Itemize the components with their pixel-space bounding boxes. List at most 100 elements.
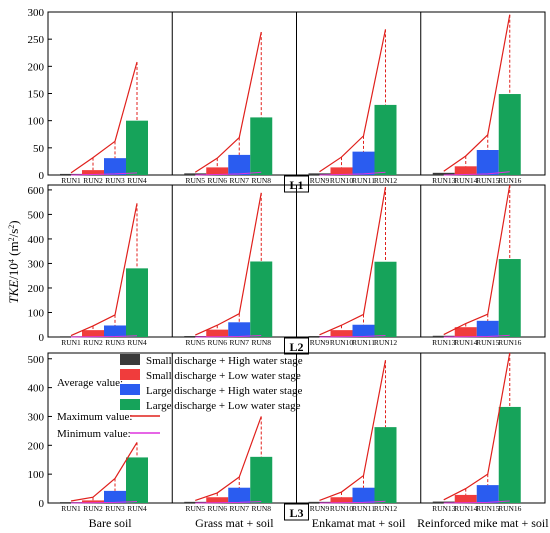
- x-tick-label: RUN8: [251, 504, 271, 513]
- bar-RUN11: [352, 151, 375, 175]
- bar-RUN16: [498, 94, 521, 175]
- bar-RUN9: [308, 173, 331, 175]
- x-tick-label: RUN14: [454, 176, 478, 185]
- x-tick-label: RUN10: [330, 504, 354, 513]
- x-tick-label: RUN12: [374, 338, 398, 347]
- bar-RUN13: [432, 172, 455, 175]
- x-tick-label: RUN15: [476, 176, 500, 185]
- x-tick-label: RUN7: [229, 504, 249, 513]
- min-line: [70, 172, 138, 176]
- bar-RUN16: [498, 406, 521, 503]
- bar-RUN3: [104, 490, 126, 503]
- x-tick-label: RUN9: [310, 504, 330, 513]
- y-tick-label: 0: [39, 332, 45, 344]
- x-tick-label: RUN5: [185, 338, 205, 347]
- x-tick-label: RUN9: [310, 176, 330, 185]
- y-tick-label: 600: [28, 185, 45, 197]
- y-tick-label: 200: [28, 61, 45, 73]
- x-tick-label: RUN5: [185, 504, 205, 513]
- y-axis-label-sup3: 2: [7, 225, 16, 229]
- group-label: Grass mat + soil: [195, 516, 274, 530]
- y-tick-label: 0: [39, 170, 45, 182]
- max-line: [443, 184, 511, 336]
- x-tick-label: RUN6: [207, 338, 227, 347]
- bar-RUN4: [126, 268, 148, 337]
- bar-RUN13: [432, 501, 455, 503]
- max-line: [70, 203, 138, 337]
- x-tick-label: RUN11: [352, 504, 375, 513]
- y-tick-label: 50: [33, 143, 45, 155]
- y-tick-label: 200: [28, 283, 45, 295]
- legend-entry: Small discharge + Low water stage: [146, 370, 301, 382]
- x-tick-label: RUN13: [432, 504, 456, 513]
- bar-RUN12: [374, 104, 397, 175]
- bar-RUN13: [432, 335, 455, 337]
- max-line: [194, 31, 262, 173]
- x-tick-label: RUN1: [61, 338, 81, 347]
- bar-RUN15: [476, 150, 499, 175]
- x-tick-label: RUN4: [127, 504, 147, 513]
- group-label: Enkamat mat + soil: [312, 516, 406, 530]
- bar-RUN6: [206, 497, 229, 503]
- y-tick-label: 100: [28, 469, 45, 481]
- legend-swatch: [120, 369, 140, 380]
- max-line: [319, 29, 387, 173]
- x-tick-label: RUN8: [251, 338, 271, 347]
- bar-RUN10: [330, 167, 353, 175]
- y-tick-label: 500: [28, 209, 45, 221]
- panel-label: L3: [289, 506, 303, 520]
- legend: Average value: Small discharge + High wat…: [57, 354, 303, 440]
- max-line: [195, 192, 262, 336]
- legend-swatch: [120, 399, 140, 410]
- x-tick-label: RUN12: [374, 504, 398, 513]
- panel-label-box: [284, 503, 309, 521]
- max-line: [70, 61, 138, 174]
- x-tick-label: RUN3: [105, 176, 125, 185]
- min-line: [443, 171, 510, 176]
- bar-RUN7: [228, 487, 251, 503]
- bar-RUN2: [82, 330, 104, 337]
- legend-entry: Small discharge + High water stage: [146, 355, 303, 367]
- y-tick-label: 500: [28, 354, 45, 366]
- legend-swatch: [120, 384, 140, 395]
- y-tick-label: 200: [28, 440, 45, 452]
- y-axis-label: TKE/104 (m2/s2): [6, 220, 21, 303]
- x-tick-label: RUN10: [330, 338, 354, 347]
- max-line: [443, 14, 511, 172]
- legend-max-label: Maximum value:: [57, 411, 132, 423]
- legend-entry: Large discharge + Low water stage: [146, 400, 301, 412]
- bar-RUN7: [228, 154, 251, 175]
- bar-RUN10: [330, 497, 353, 503]
- x-tick-label: RUN11: [352, 176, 375, 185]
- max-line: [319, 360, 387, 501]
- x-tick-label: RUN12: [374, 176, 398, 185]
- y-tick-label: 400: [28, 383, 45, 395]
- y-axis-label-prefix: TKE: [6, 280, 21, 304]
- max-line: [70, 442, 138, 502]
- bar-RUN14: [454, 166, 477, 175]
- legend-entry: Large discharge + High water stage: [146, 385, 302, 397]
- bar-RUN11: [352, 487, 375, 503]
- min-line: [195, 335, 262, 338]
- bar-RUN6: [206, 167, 229, 175]
- x-tick-label: RUN4: [127, 176, 147, 185]
- x-tick-label: RUN8: [251, 176, 271, 185]
- y-axis-label-suffix: ): [6, 220, 21, 224]
- y-tick-label: 0: [39, 498, 45, 510]
- x-tick-label: RUN10: [330, 176, 354, 185]
- bar-RUN10: [330, 330, 353, 337]
- x-tick-label: RUN9: [310, 338, 330, 347]
- bar-RUN4: [126, 120, 148, 175]
- bar-RUN2: [82, 170, 104, 175]
- y-axis-label-sup2: 2: [7, 237, 16, 241]
- y-tick-label: 300: [28, 411, 45, 423]
- max-line: [319, 186, 387, 336]
- bar-RUN6: [206, 329, 229, 337]
- x-tick-label: RUN4: [127, 338, 147, 347]
- legend-min-label: Minimum value:: [57, 428, 131, 440]
- y-axis-label-mid3: /s: [6, 229, 21, 238]
